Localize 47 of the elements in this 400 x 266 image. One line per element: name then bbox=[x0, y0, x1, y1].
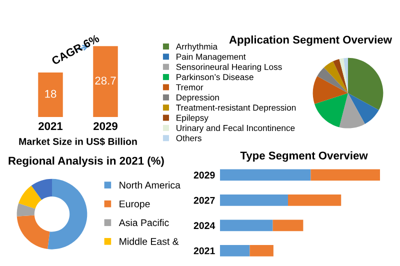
y-tick-label: 2029 bbox=[194, 172, 215, 179]
legend-label: Tremor bbox=[176, 84, 204, 90]
pie-slice bbox=[344, 58, 348, 94]
bar bbox=[220, 169, 311, 181]
bar bbox=[250, 244, 274, 256]
pie-slice bbox=[348, 58, 384, 110]
pie-slice bbox=[324, 61, 348, 94]
pie-slice bbox=[348, 93, 379, 124]
pie-slice bbox=[339, 93, 365, 128]
data-label: 18 bbox=[45, 90, 56, 98]
legend-label: Parkinson’s Disease bbox=[176, 74, 254, 80]
chart-title: Regional Analysis in 2021 (%) bbox=[8, 156, 164, 167]
pie-slice bbox=[317, 67, 348, 94]
donut-slice bbox=[48, 178, 88, 250]
legend-label: Sensorineural Hearing Loss bbox=[176, 64, 282, 72]
chart-title: Type Segment Overview bbox=[240, 151, 368, 162]
pie-slice bbox=[333, 59, 348, 94]
pie-slice bbox=[339, 58, 348, 94]
legend-label: Pain Management bbox=[176, 53, 246, 62]
bar bbox=[220, 244, 250, 256]
bar bbox=[272, 220, 304, 232]
data-label: 28.7 bbox=[95, 76, 116, 85]
legend-label: Asia Pacific bbox=[118, 218, 169, 226]
pie-slice bbox=[314, 93, 348, 128]
bar bbox=[220, 220, 273, 232]
chart-title: Application Segment Overview bbox=[229, 35, 392, 46]
legend-label: Europe bbox=[120, 200, 150, 210]
bar bbox=[220, 194, 288, 206]
legend-label: Middle East & bbox=[120, 238, 179, 245]
donut-slice bbox=[18, 186, 42, 209]
bar bbox=[310, 169, 380, 181]
bar bbox=[288, 194, 342, 206]
y-tick-label: 2027 bbox=[194, 196, 215, 204]
legend-label: Others bbox=[176, 134, 202, 142]
legend-label: Depression bbox=[176, 94, 219, 102]
legend-label: Treatment-resistant Depression bbox=[176, 104, 296, 112]
legend-label: Arrhythmia bbox=[176, 43, 218, 52]
donut-slice bbox=[16, 203, 36, 216]
x-axis-title: Market Size in US$ Billion bbox=[19, 138, 137, 146]
legend-label: Urinary and Fecal Incontinence bbox=[176, 124, 295, 133]
donut-slice bbox=[16, 215, 50, 250]
legend-label: Epilepsy bbox=[176, 114, 208, 123]
donut-slice bbox=[31, 178, 52, 200]
y-tick-label: 2021 bbox=[194, 247, 215, 254]
y-tick-label: 2024 bbox=[194, 222, 216, 230]
pie-slice bbox=[312, 76, 348, 104]
legend-label: North America bbox=[120, 181, 180, 189]
